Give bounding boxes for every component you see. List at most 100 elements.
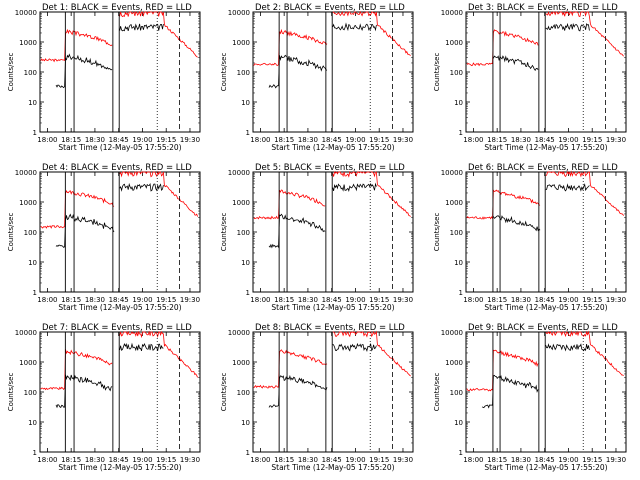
x-tick-label: 19:15 [582,136,602,144]
x-tick-label: 19:00 [345,296,365,304]
x-tick-label: 19:00 [132,456,152,464]
x-tick-label: 18:45 [322,296,342,304]
panel-title: Det 7: BLACK = Events, RED = LLD [42,323,192,333]
y-tick-label: 1 [459,449,463,457]
panel-title: Det 4: BLACK = Events, RED = LLD [42,163,192,173]
series-lld [40,170,198,229]
x-tick-label: 18:30 [511,136,531,144]
y-tick-label: 100 [237,389,250,397]
plot-frame [252,331,414,453]
x-tick-label: 18:00 [37,296,57,304]
series-events [55,182,164,248]
panel-det-2: Det 2: BLACK = Events, RED = LLD Counts/s… [220,3,414,152]
x-axis-label: Start Time (12-May-05 17:55:20) [484,303,607,312]
x-tick-label: 18:30 [85,136,105,144]
series-lld [253,330,411,389]
plot-frame [465,331,627,453]
plot-frame [465,11,627,133]
x-tick-label: 18:45 [535,456,555,464]
y-tick-label: 10 [28,419,37,427]
x-tick-label: 18:00 [37,456,57,464]
x-tick-label: 19:00 [345,136,365,144]
x-tick-label: 19:15 [369,296,389,304]
x-tick-label: 18:00 [250,296,270,304]
y-tick-label: 10000 [441,9,463,17]
series-events [493,22,590,72]
y-tick-label: 1 [33,449,37,457]
x-tick-label: 18:45 [535,296,555,304]
x-tick-label: 18:00 [463,136,483,144]
x-tick-label: 19:30 [180,136,200,144]
panel-title: Det 1: BLACK = Events, RED = LLD [42,3,192,13]
x-tick-label: 18:15 [487,136,507,144]
x-tick-label: 18:00 [37,136,57,144]
x-tick-label: 19:15 [582,296,602,304]
y-axis-label: Counts/sec [7,53,15,92]
y-tick-label: 100 [237,229,250,237]
y-tick-label: 1000 [445,39,463,47]
x-tick-label: 18:45 [322,136,342,144]
y-tick-label: 1 [246,289,250,297]
y-tick-label: 100 [450,69,463,77]
x-tick-label: 18:30 [85,296,105,304]
y-tick-label: 100 [24,229,37,237]
y-tick-label: 100 [237,69,250,77]
x-tick-label: 19:15 [369,136,389,144]
y-tick-label: 10 [28,99,37,107]
y-tick-label: 1000 [19,39,37,47]
series-events [268,22,377,89]
y-tick-label: 10 [241,419,250,427]
series-lld [40,11,198,63]
x-axis-label: Start Time (12-May-05 17:55:20) [58,463,181,472]
x-tick-label: 19:30 [393,136,413,144]
series-events [268,182,377,249]
x-tick-label: 18:30 [298,296,318,304]
y-axis-label: Counts/sec [7,213,15,252]
x-tick-label: 18:00 [250,136,270,144]
y-tick-label: 1 [33,289,37,297]
x-tick-label: 19:15 [156,456,176,464]
x-tick-label: 18:00 [463,296,483,304]
x-tick-label: 19:00 [345,456,365,464]
y-tick-label: 10 [28,259,37,267]
y-axis-label: Counts/sec [220,373,228,412]
y-axis-label: Counts/sec [433,373,441,412]
y-tick-label: 1 [459,289,463,297]
y-tick-label: 10 [241,99,250,107]
x-tick-label: 18:45 [109,296,129,304]
x-tick-label: 18:30 [85,456,105,464]
x-tick-label: 19:00 [558,456,578,464]
series-lld [253,171,411,220]
series-lld [466,170,624,220]
panel-title: Det 2: BLACK = Events, RED = LLD [255,3,405,13]
x-tick-label: 18:15 [61,456,81,464]
x-tick-label: 18:15 [274,456,294,464]
series-lld [40,330,198,391]
panel-title: Det 9: BLACK = Events, RED = LLD [468,323,618,333]
x-tick-label: 18:15 [274,296,294,304]
series-lld [253,10,411,66]
x-axis-label: Start Time (12-May-05 17:55:20) [484,143,607,152]
x-axis-label: Start Time (12-May-05 17:55:20) [484,463,607,472]
panel-det-8: Det 8: BLACK = Events, RED = LLD Counts/s… [220,323,414,472]
y-tick-label: 1 [459,129,463,137]
x-tick-label: 18:15 [487,296,507,304]
x-tick-label: 18:15 [61,136,81,144]
x-tick-label: 18:30 [511,456,531,464]
y-tick-label: 1 [246,129,250,137]
y-tick-label: 100 [24,69,37,77]
x-tick-label: 19:15 [156,296,176,304]
x-tick-label: 19:30 [606,296,626,304]
y-tick-label: 10 [454,419,463,427]
y-tick-label: 1000 [19,359,37,367]
x-tick-label: 19:00 [558,296,578,304]
panel-title: Det 6: BLACK = Events, RED = LLD [468,163,618,173]
x-tick-label: 18:00 [250,456,270,464]
y-tick-label: 10 [454,259,463,267]
y-axis-label: Counts/sec [7,373,15,412]
panel-title: Det 8: BLACK = Events, RED = LLD [255,323,405,333]
series-events [268,342,377,408]
y-tick-label: 10000 [441,169,463,177]
x-tick-label: 18:30 [298,456,318,464]
x-tick-label: 19:00 [132,296,152,304]
